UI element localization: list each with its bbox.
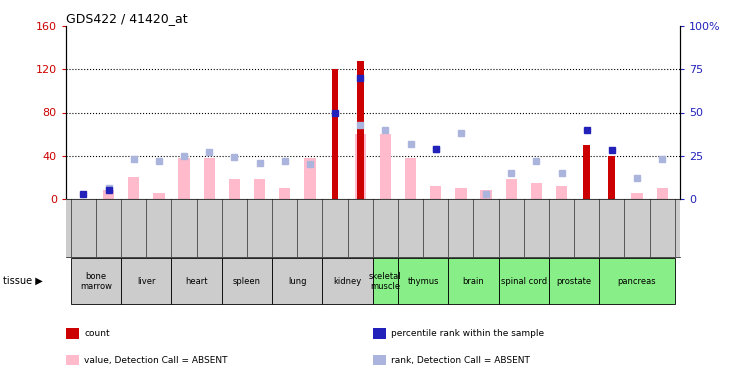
FancyBboxPatch shape	[272, 258, 322, 304]
Text: pancreas: pancreas	[618, 277, 656, 286]
Bar	[304, 158, 316, 199]
Text: thymus: thymus	[407, 277, 439, 286]
Text: value, Detection Call = ABSENT: value, Detection Call = ABSENT	[84, 356, 228, 364]
Bar	[583, 145, 590, 199]
Bar	[357, 61, 363, 199]
Bar	[229, 179, 240, 199]
Text: heart: heart	[186, 277, 208, 286]
Bar	[66, 355, 79, 365]
Bar	[405, 158, 416, 199]
FancyBboxPatch shape	[71, 258, 121, 304]
FancyBboxPatch shape	[322, 258, 373, 304]
Bar	[332, 69, 338, 199]
Text: spinal cord: spinal cord	[501, 277, 547, 286]
Bar	[531, 183, 542, 199]
Text: liver: liver	[137, 277, 156, 286]
FancyBboxPatch shape	[549, 258, 599, 304]
Bar	[355, 134, 366, 199]
Text: skeletal
muscle: skeletal muscle	[369, 272, 402, 291]
Bar	[430, 186, 442, 199]
Text: percentile rank within the sample: percentile rank within the sample	[391, 329, 545, 338]
Bar	[373, 328, 386, 339]
Bar	[103, 190, 114, 199]
Text: count: count	[84, 329, 110, 338]
Bar	[480, 190, 492, 199]
Bar	[128, 177, 140, 199]
Bar	[632, 194, 643, 199]
Text: GDS422 / 41420_at: GDS422 / 41420_at	[66, 12, 187, 25]
Text: bone
marrow: bone marrow	[80, 272, 112, 291]
FancyBboxPatch shape	[373, 258, 398, 304]
FancyBboxPatch shape	[448, 258, 499, 304]
Text: spleen: spleen	[233, 277, 261, 286]
Bar	[379, 134, 391, 199]
Bar	[154, 194, 164, 199]
Text: prostate: prostate	[556, 277, 591, 286]
Bar	[373, 355, 386, 365]
Text: kidney: kidney	[333, 277, 362, 286]
FancyBboxPatch shape	[121, 258, 172, 304]
Bar	[254, 179, 265, 199]
Text: rank, Detection Call = ABSENT: rank, Detection Call = ABSENT	[391, 356, 530, 364]
FancyBboxPatch shape	[499, 258, 549, 304]
Bar	[656, 188, 668, 199]
Bar	[556, 186, 567, 199]
Bar	[66, 328, 79, 339]
Text: tissue ▶: tissue ▶	[4, 276, 43, 286]
Bar	[203, 158, 215, 199]
Bar	[608, 156, 616, 199]
FancyBboxPatch shape	[172, 258, 221, 304]
Bar	[178, 158, 190, 199]
Bar	[455, 188, 466, 199]
Bar	[506, 179, 517, 199]
Text: lung: lung	[288, 277, 306, 286]
FancyBboxPatch shape	[221, 258, 272, 304]
FancyBboxPatch shape	[599, 258, 675, 304]
Bar	[279, 188, 290, 199]
FancyBboxPatch shape	[398, 258, 448, 304]
Text: brain: brain	[463, 277, 485, 286]
